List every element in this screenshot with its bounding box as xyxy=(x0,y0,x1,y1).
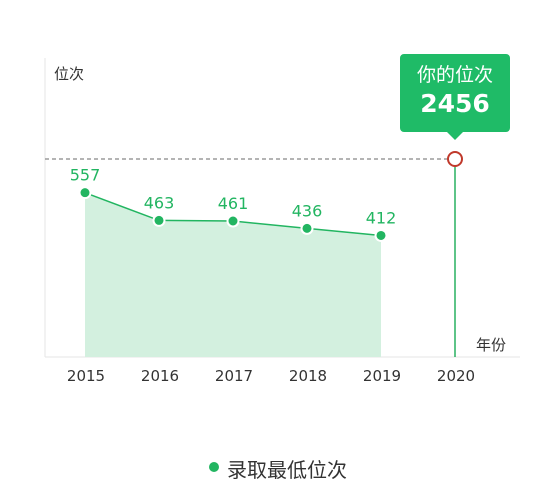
x-tick-label: 2016 xyxy=(141,367,179,385)
tooltip-arrow xyxy=(447,132,463,140)
highlight-marker[interactable] xyxy=(447,151,463,167)
data-label: 412 xyxy=(366,208,397,227)
x-tick-label: 2019 xyxy=(363,367,401,385)
data-point[interactable] xyxy=(78,186,92,200)
rank-chart: 位次 年份 557 463 461 436 412 2015 2016 2017 2018 20… xyxy=(44,58,520,385)
tooltip-label: 你的位次 xyxy=(416,64,493,86)
data-label: 463 xyxy=(144,193,175,212)
data-point[interactable] xyxy=(300,221,314,235)
x-axis-label: 年份 xyxy=(476,336,506,354)
data-label: 461 xyxy=(218,194,249,213)
x-tick-label: 2020 xyxy=(437,367,475,385)
data-label: 557 xyxy=(70,166,101,185)
legend[interactable]: 录取最低位次 xyxy=(0,454,556,483)
x-tick-label: 2017 xyxy=(215,367,253,385)
data-point[interactable] xyxy=(226,214,240,228)
x-tick-label: 2018 xyxy=(289,367,327,385)
x-tick-label: 2015 xyxy=(67,367,105,385)
y-axis-label: 位次 xyxy=(54,65,84,83)
data-point[interactable] xyxy=(374,228,388,242)
highlight-tooltip: 你的位次 2456 xyxy=(400,54,510,140)
data-point[interactable] xyxy=(152,213,166,227)
tooltip-value: 2456 xyxy=(420,89,490,118)
legend-dot xyxy=(209,461,219,472)
data-label: 436 xyxy=(292,201,323,220)
legend-label: 录取最低位次 xyxy=(227,458,347,482)
